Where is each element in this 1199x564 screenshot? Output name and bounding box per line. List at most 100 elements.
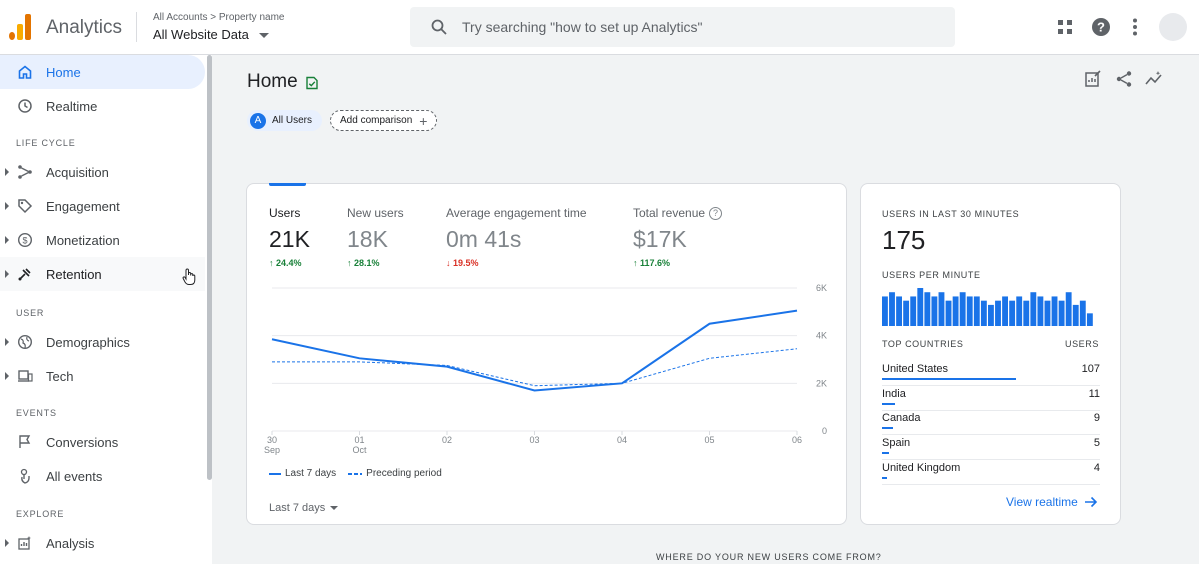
- chevron-down-icon[interactable]: [259, 33, 269, 38]
- metric-tab-engagement-time[interactable]: Average engagement time 0m 41s ↓ 19.5%: [446, 206, 587, 268]
- minute-bar[interactable]: [966, 296, 973, 326]
- minute-bar[interactable]: [889, 292, 895, 326]
- metric-label-text: Total revenue: [633, 206, 706, 220]
- series-line-last-7-days: [271, 309, 798, 392]
- minute-bar[interactable]: [882, 296, 888, 326]
- add-comparison-button[interactable]: Add comparison +: [330, 110, 438, 131]
- metric-tab-total-revenue[interactable]: Total revenue? $17K ↑ 117.6%: [633, 206, 723, 269]
- legend-swatch-dashed: [348, 472, 363, 475]
- metric-value: 18K: [347, 226, 388, 252]
- minute-bar[interactable]: [903, 300, 910, 326]
- insights-icon[interactable]: [1145, 70, 1163, 88]
- minute-bar[interactable]: [1086, 313, 1093, 326]
- users-column-header: USERS: [1064, 339, 1099, 349]
- country-row[interactable]: India 11: [882, 386, 1100, 411]
- sidebar-item-all-events[interactable]: All events: [0, 459, 205, 493]
- sidebar-item-retention[interactable]: Retention: [0, 257, 205, 291]
- metric-label: Total revenue?: [633, 206, 723, 221]
- search-bar[interactable]: [410, 7, 955, 47]
- minute-bar[interactable]: [1023, 300, 1030, 326]
- edit-report-icon[interactable]: [1084, 70, 1102, 88]
- minute-bar[interactable]: [917, 288, 924, 326]
- metric-delta: ↑ 117.6%: [633, 258, 671, 269]
- help-icon[interactable]: ?: [1090, 16, 1112, 38]
- minute-bar[interactable]: [959, 292, 966, 326]
- divider: [136, 12, 137, 42]
- x-tick-sublabel: Oct: [352, 445, 367, 455]
- minute-bar[interactable]: [1030, 292, 1037, 326]
- analytics-logo-icon[interactable]: [9, 14, 31, 40]
- minute-bar[interactable]: [1079, 300, 1086, 326]
- minute-bar[interactable]: [1051, 296, 1058, 326]
- minute-bar[interactable]: [952, 296, 959, 326]
- metric-delta-value: 24.4%: [276, 258, 302, 268]
- minute-bar[interactable]: [910, 296, 917, 326]
- minute-bar[interactable]: [995, 300, 1001, 326]
- page-title: Home: [247, 71, 298, 92]
- search-input[interactable]: [462, 17, 932, 37]
- chart-legend: Last 7 days Preceding period: [269, 468, 442, 479]
- minute-bar[interactable]: [931, 296, 938, 326]
- minute-bar[interactable]: [1044, 300, 1051, 326]
- more-vert-icon[interactable]: [1124, 16, 1146, 38]
- sidebar-item-tech[interactable]: Tech: [0, 359, 205, 393]
- segment-badge: A: [250, 112, 266, 129]
- sidebar-item-acquisition[interactable]: Acquisition: [0, 155, 205, 189]
- minute-bar[interactable]: [988, 304, 994, 326]
- sidebar-item-analysis[interactable]: Analysis: [0, 526, 205, 560]
- realtime-card: USERS IN LAST 30 MINUTES 175 USERS PER M…: [860, 183, 1121, 525]
- country-share-bar: [882, 378, 1016, 380]
- country-users: 4: [1093, 462, 1100, 474]
- minute-bar[interactable]: [1009, 300, 1016, 326]
- country-share-bar: [882, 427, 893, 429]
- date-range-selector[interactable]: Last 7 days: [269, 502, 339, 514]
- country-row[interactable]: United States 107: [882, 361, 1100, 386]
- sidebar-item-engagement[interactable]: Engagement: [0, 189, 205, 223]
- legend-item-preceding-period: Preceding period: [366, 468, 442, 479]
- country-row[interactable]: Canada 9: [882, 410, 1100, 435]
- minute-bar[interactable]: [1016, 296, 1023, 326]
- view-realtime-label: View realtime: [1006, 495, 1078, 509]
- search-icon: [431, 19, 447, 35]
- sidebar-item-label: Acquisition: [46, 165, 109, 180]
- minute-bar[interactable]: [1037, 296, 1044, 326]
- metric-tab-users[interactable]: Users 21K ↑ 24.4%: [269, 206, 310, 268]
- metric-tab-new-users[interactable]: New users 18K ↑ 28.1%: [347, 206, 404, 268]
- apps-icon[interactable]: [1054, 16, 1076, 38]
- sidebar-item-home[interactable]: Home: [0, 55, 205, 89]
- segment-chip-all-users[interactable]: A All Users: [247, 110, 323, 131]
- sidebar-scrollbar[interactable]: [207, 55, 212, 480]
- avatar[interactable]: [1159, 13, 1187, 41]
- minute-bar[interactable]: [980, 300, 987, 326]
- minute-bar[interactable]: [1058, 300, 1065, 326]
- x-tick-label: 05: [704, 435, 714, 445]
- x-tick-label: 06: [792, 435, 802, 445]
- minute-bar[interactable]: [973, 296, 980, 326]
- share-icon[interactable]: [1115, 70, 1133, 88]
- y-tick-label: 2K: [816, 378, 827, 388]
- x-tick-sublabel: Sep: [264, 445, 280, 455]
- minute-bar[interactable]: [1072, 304, 1079, 326]
- minute-bar[interactable]: [945, 300, 952, 326]
- acquisition-icon: [18, 165, 32, 179]
- sidebar-item-realtime[interactable]: Realtime: [0, 89, 205, 123]
- minute-bar[interactable]: [896, 296, 902, 326]
- help-circle-icon[interactable]: ?: [709, 207, 723, 221]
- minute-bar[interactable]: [1002, 296, 1008, 326]
- country-row[interactable]: United Kingdom 4: [882, 460, 1100, 485]
- minute-bar[interactable]: [1065, 292, 1072, 326]
- expand-arrow-icon: [5, 202, 9, 210]
- view-realtime-link[interactable]: View realtime: [1006, 495, 1098, 509]
- country-row[interactable]: Spain 5: [882, 435, 1100, 460]
- analysis-icon: [18, 536, 31, 550]
- sidebar-item-monetization[interactable]: $ Monetization: [0, 223, 205, 257]
- sidebar-item-label: Home: [46, 65, 81, 80]
- minute-bar[interactable]: [924, 292, 931, 326]
- sidebar-item-conversions[interactable]: Conversions: [0, 425, 205, 459]
- sidebar-item-label: Retention: [46, 267, 102, 282]
- users-per-minute-chart: [882, 288, 1093, 326]
- property-selector[interactable]: All Website Data: [153, 27, 249, 42]
- minute-bar[interactable]: [938, 292, 945, 326]
- sidebar-item-demographics[interactable]: Demographics: [0, 325, 205, 359]
- segment-label: All Users: [272, 115, 313, 126]
